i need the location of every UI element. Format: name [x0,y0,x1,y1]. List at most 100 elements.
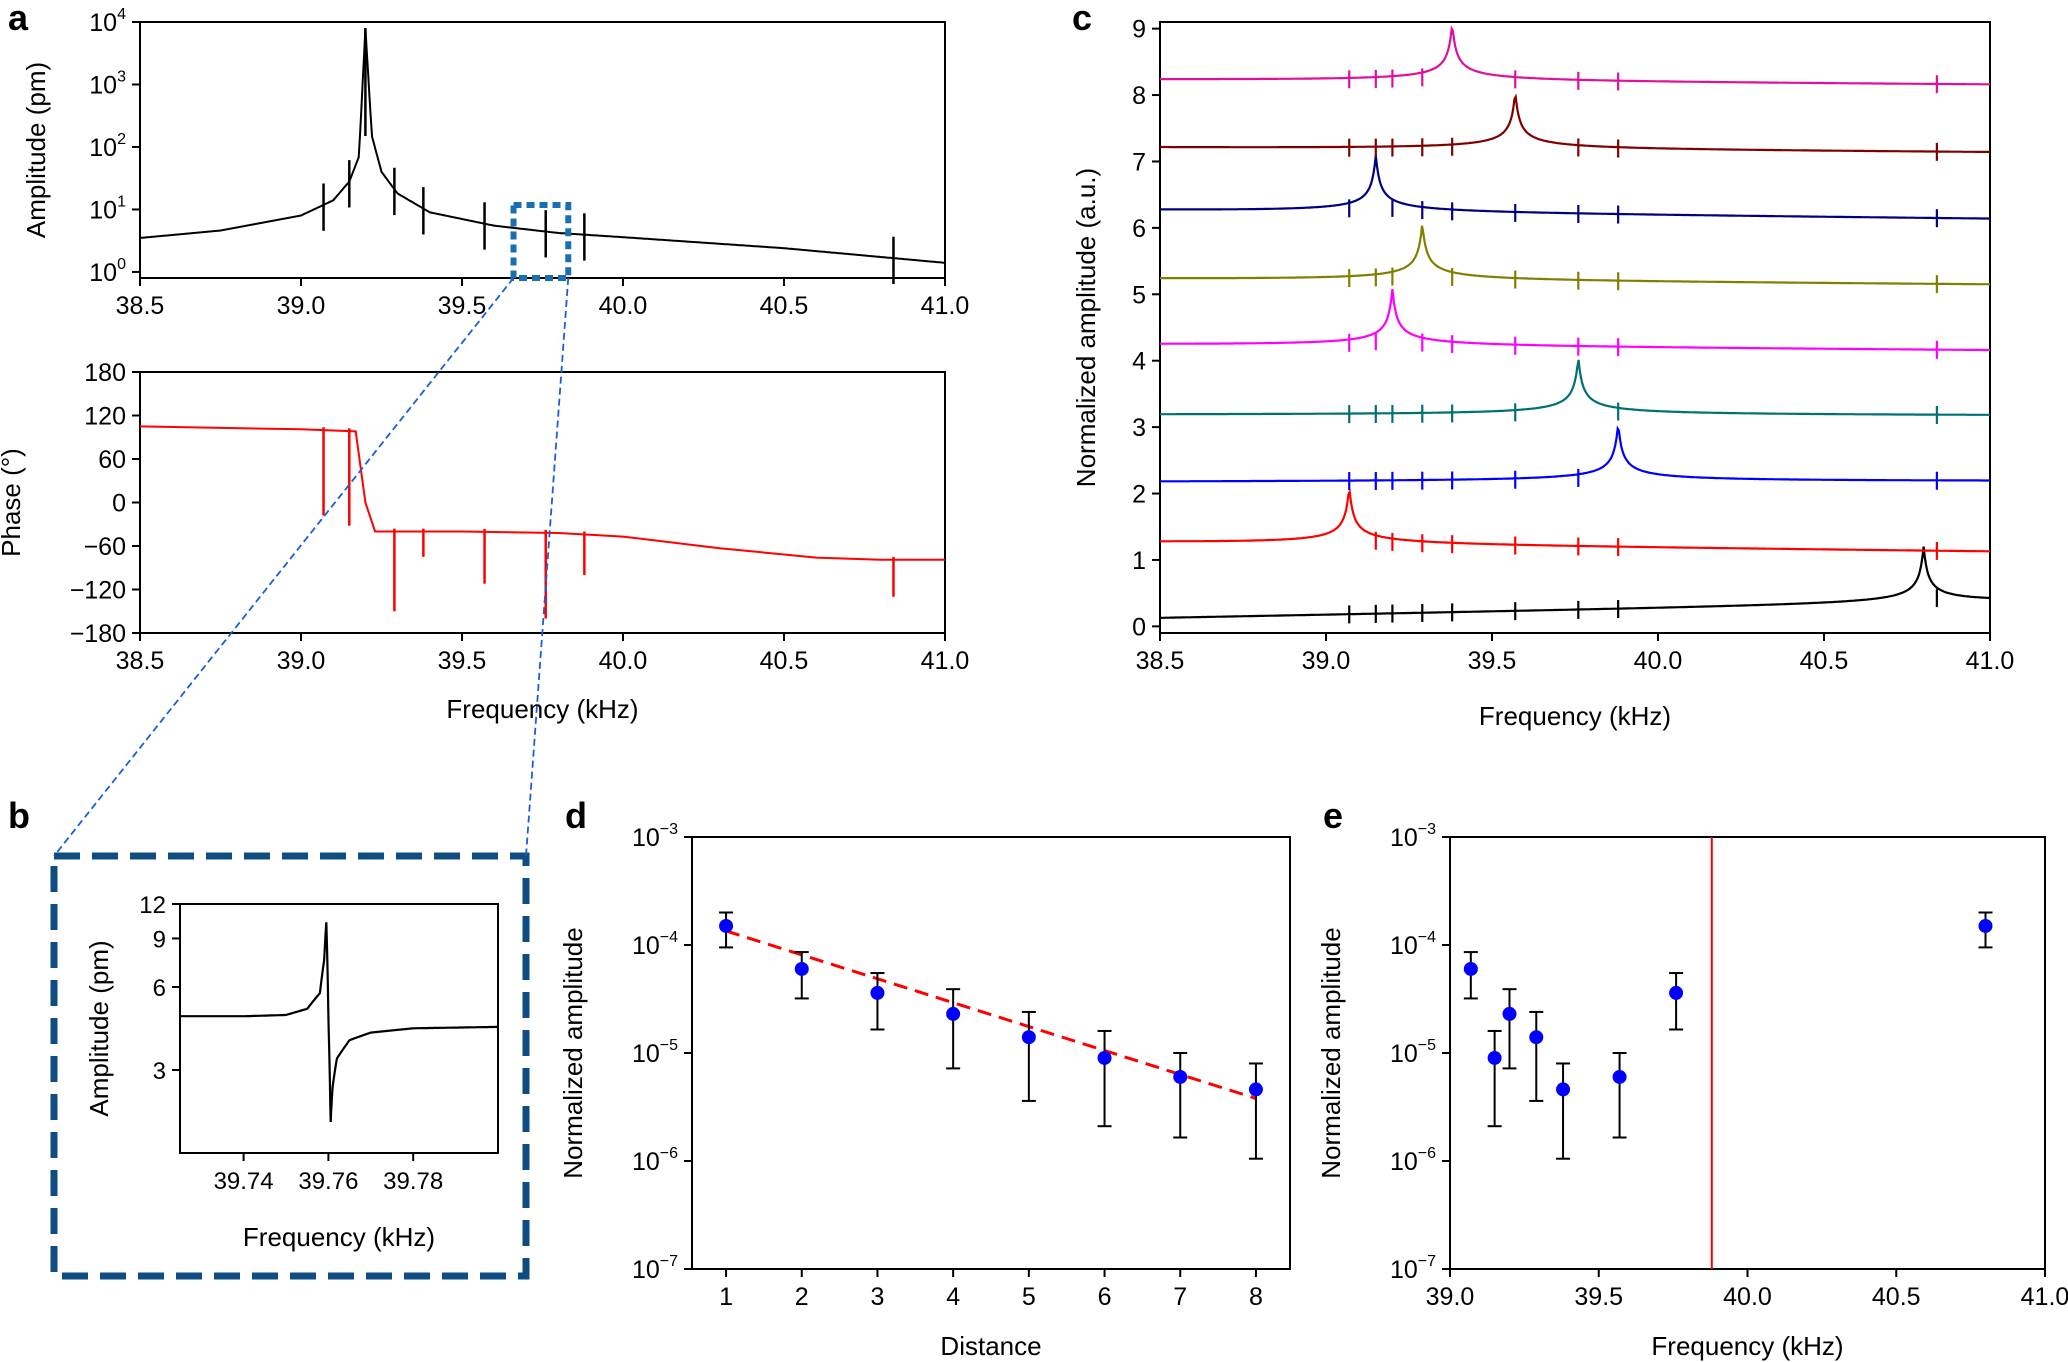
a-bottom-phase-line [139,425,945,561]
connector-line-left [53,277,515,857]
c-trace-6-line [1160,155,1990,220]
panel-b-zoom: 39.74 39.76 39.78 3 6 9 12 Frequency (kHz) Ampli… [50,852,530,1280]
b-y-tick-label: 3 [153,1058,166,1085]
c-x-tick-label: 40.5 [1800,647,1849,675]
a-bottom-y-axis-label: Phase (°) [0,448,26,557]
e-y-tick-label: 10−6 [1390,1145,1436,1176]
e-data-point [1463,961,1478,976]
d-x-tick-label: 2 [795,1283,809,1311]
d-data-point [1173,1069,1188,1084]
d-x-tick-label: 3 [871,1283,885,1311]
b-x-axis-label: Frequency (kHz) [243,1222,435,1252]
c-trace-8-line [1159,25,1990,86]
a-top-x-tick-label: 38.5 [116,292,165,320]
panel-label-e: e [1323,795,1343,836]
a-top-y-tick-label: 101 [89,193,126,224]
c-plot-frame [1159,21,1991,634]
a-top-y-axis-label: Amplitude (pm) [21,62,51,238]
b-plot-frame [179,903,499,1154]
b-dashed-outline [50,852,530,1280]
d-y-tick-label: 10−7 [632,1253,678,1284]
c-y-tick-label: 4 [1132,348,1146,376]
panel-label-a: a [8,0,29,38]
zoom-connector [53,277,570,857]
e-data-point [1556,1082,1571,1097]
e-data-point [1978,918,1993,933]
c-trace-2-line [1160,425,1990,483]
panel-d-distance: 1 2 3 4 5 6 7 8 10−7 10−6 10−5 10−4 10−3 Distance Norm… [558,821,1291,1361]
c-trace-3-line [1160,359,1990,416]
e-y-tick-label: 10−5 [1390,1037,1436,1068]
e-data-point [1487,1050,1502,1065]
d-y-tick-label: 10−4 [632,929,678,960]
e-data-point [1612,1069,1627,1084]
a-top-y-tick-label: 102 [89,131,126,162]
c-trace-0-line [1160,546,1991,619]
a-top-x-tick-label: 40.0 [599,292,648,320]
c-trace-5-line [1160,225,1990,286]
d-x-tick-label: 5 [1022,1283,1036,1311]
c-trace-1-line [1160,488,1990,553]
connector-line-right [525,277,570,857]
panel-a-phase: 38.5 39.0 39.5 40.0 40.5 41.0 180 120 60 0 −60 −120… [0,359,969,724]
panel-label-b: b [8,795,30,836]
c-x-tick-label: 39.0 [1302,647,1351,675]
a-bottom-x-tick-label: 39.0 [277,647,326,675]
a-top-x-tick-label: 39.0 [277,292,326,320]
c-y-tick-label: 9 [1132,16,1146,44]
a-top-x-tick-label: 41.0 [921,292,970,320]
panel-e-frequency: 39.0 39.5 40.0 40.5 41.0 10−7 10−6 10−5 10−4 10−3… [1316,821,2068,1361]
a-bottom-y-tick-label: −180 [70,620,126,648]
e-data-point [1669,985,1684,1000]
b-y-tick-label: 9 [153,926,166,953]
panel-label-d: d [565,795,587,836]
a-bottom-y-tick-label: −60 [84,533,126,561]
panel-label-c: c [1072,0,1092,38]
c-trace-7-line [1160,93,1990,154]
d-y-tick-label: 10−5 [632,1037,678,1068]
a-top-amplitude-line [139,28,946,264]
a-top-highlight-box [510,202,572,281]
c-trace-4-line [1160,288,1990,352]
d-x-tick-label: 4 [946,1283,960,1311]
c-y-tick-label: 0 [1132,613,1146,641]
c-x-tick-label: 38.5 [1136,647,1185,675]
d-data-point [794,961,809,976]
d-x-tick-label: 6 [1098,1283,1112,1311]
e-y-tick-label: 10−7 [1390,1253,1436,1284]
a-bottom-x-tick-label: 38.5 [116,647,165,675]
b-y-tick-label: 6 [153,975,166,1002]
d-data-point [719,918,734,933]
e-x-tick-label: 39.5 [1574,1283,1623,1311]
c-y-axis-label: Normalized amplitude (a.u.) [1071,168,1101,487]
panel-c-traces: 38.5 39.0 39.5 40.0 40.5 41.0 0 1 2 3 4 5 6 7 8 9 Freque… [1071,16,2014,731]
c-y-tick-label: 2 [1132,481,1146,509]
c-x-axis-label: Frequency (kHz) [1479,701,1671,731]
e-data-point [1529,1030,1544,1045]
a-bottom-y-tick-label: 120 [84,403,126,431]
c-x-tick-label: 41.0 [1966,647,2015,675]
e-y-axis-label: Normalized amplitude [1316,927,1346,1178]
d-y-tick-label: 10−3 [632,821,678,852]
e-y-tick-label: 10−4 [1390,929,1436,960]
b-x-tick-label: 39.78 [383,1168,443,1195]
d-data-point [1021,1030,1036,1045]
d-x-tick-label: 8 [1249,1283,1263,1311]
c-y-tick-label: 5 [1132,281,1146,309]
e-x-tick-label: 39.0 [1426,1283,1475,1311]
a-bottom-x-tick-label: 40.0 [599,647,648,675]
a-bottom-y-tick-label: 180 [84,359,126,387]
c-y-tick-label: 6 [1132,215,1146,243]
e-x-tick-label: 40.5 [1872,1283,1921,1311]
b-x-tick-label: 39.76 [298,1168,358,1195]
a-bottom-y-tick-label: 60 [98,446,126,474]
e-data-point [1502,1006,1517,1021]
d-data-point [946,1006,961,1021]
c-y-tick-label: 3 [1132,414,1146,442]
e-x-tick-label: 40.0 [1723,1283,1772,1311]
a-bottom-x-axis-label: Frequency (kHz) [446,694,638,724]
a-top-y-tick-label: 100 [89,256,126,287]
d-y-axis-label: Normalized amplitude [558,927,588,1178]
e-plot-frame [1449,836,2046,1270]
